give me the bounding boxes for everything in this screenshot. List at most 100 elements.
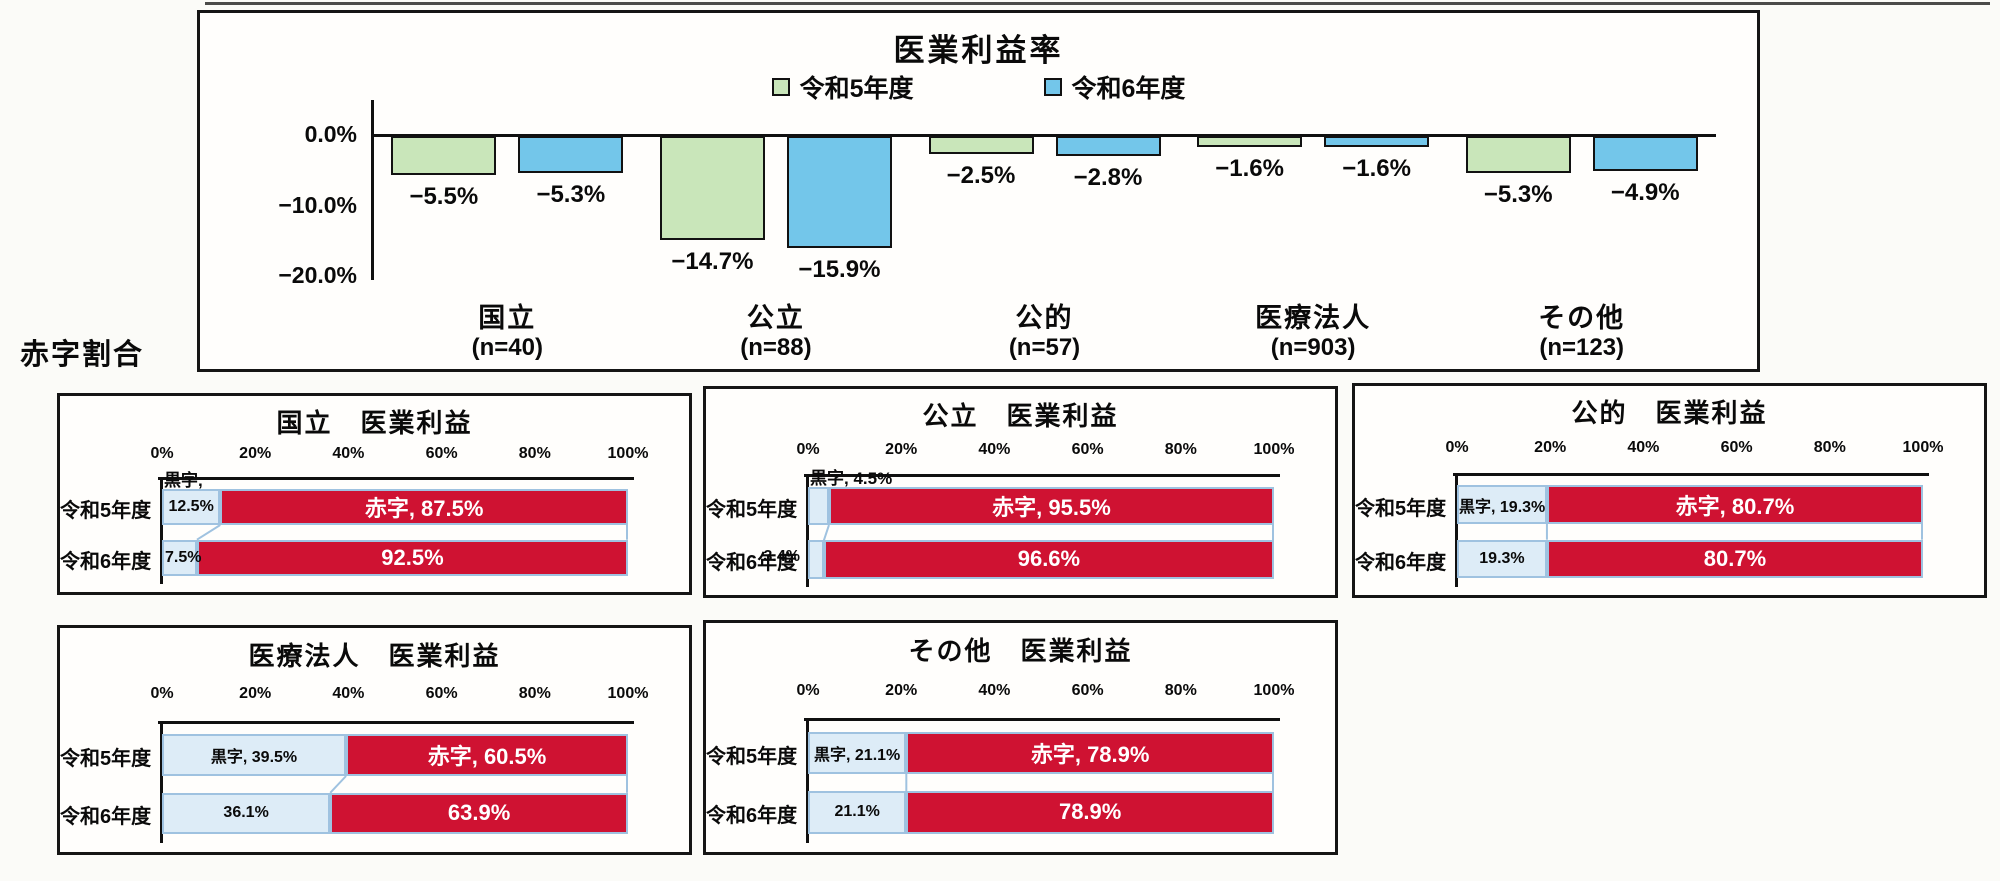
x-axis-line	[804, 474, 1280, 478]
x-axis-line	[158, 720, 634, 724]
y-axis-line	[806, 718, 809, 843]
segment-akaji: 赤字, 60.5%	[346, 734, 628, 776]
legend: 令和5年度 令和6年度	[200, 69, 1757, 105]
legend-label-reiwa6: 令和6年度	[1071, 75, 1186, 103]
x-axis-tick-label: 60%	[425, 685, 458, 703]
y-axis-line	[1455, 472, 1458, 587]
segment-kuroji	[808, 540, 824, 579]
segment-label-akaji: 96.6%	[1017, 546, 1081, 572]
category-sublabel: (n=123)	[1539, 334, 1625, 361]
bar-reiwa5	[659, 136, 765, 240]
category-sublabel: (n=40)	[471, 334, 543, 361]
segment-label-akaji: 78.9%	[1058, 799, 1122, 825]
segment-kuroji: 36.1%	[162, 792, 331, 835]
segment-label-akaji: 赤字, 60.5%	[427, 744, 547, 770]
bar-row: 96.6%	[808, 540, 1274, 579]
bar-value-label: −1.6%	[1215, 155, 1284, 183]
segment-akaji: 赤字, 78.9%	[906, 731, 1274, 775]
x-axis-tick-label: 100%	[607, 444, 649, 462]
x-axis-tick-label: 60%	[425, 444, 458, 462]
category-sublabel: (n=57)	[1008, 334, 1081, 361]
x-axis-tick-label: 20%	[1534, 438, 1567, 456]
bar-row: 赤字, 95.5%	[808, 486, 1274, 525]
x-axis-tick-label: 60%	[1071, 440, 1104, 458]
row-label: 令和6年度	[60, 551, 152, 574]
segment-akaji: 92.5%	[196, 540, 628, 577]
deficit-chart-kouteki: 公的 医業利益 0% 20% 40% 60% 80% 100% 令和5年度 黒字, 19.3% 赤…	[1352, 383, 1987, 598]
series-connector-line	[196, 524, 628, 541]
segment-kuroji: 黒字, 39.5%	[162, 734, 347, 776]
series-connector-line	[822, 524, 1274, 541]
row-label: 令和6年度	[1355, 551, 1447, 574]
x-axis-tick-label: 0%	[796, 681, 820, 699]
segment-akaji: 赤字, 95.5%	[828, 486, 1274, 525]
x-axis-tick-label: 40%	[978, 681, 1011, 699]
bar-row: 黒字, 19.3% 赤字, 80.7%	[1457, 485, 1923, 524]
category-label: 医療法人	[1255, 303, 1372, 333]
segment-kuroji	[162, 540, 197, 577]
y-axis-tick-label: −10.0%	[278, 191, 357, 218]
bar-row: 92.5% 7.5%	[162, 540, 628, 577]
bar-row: 19.3% 80.7%	[1457, 539, 1923, 579]
deficit-chart-kouritsu: 公立 医業利益 0% 20% 40% 60% 80% 100% 令和5年度 赤字, 95.5% 黒…	[703, 386, 1338, 598]
x-axis-line	[1453, 472, 1929, 476]
series-connector-line	[329, 775, 628, 794]
chart-title: 医療法人 医業利益	[248, 640, 501, 671]
chart-title: 公的 医業利益	[1571, 398, 1768, 429]
segment-kuroji: 黒字, 19.3%	[1457, 485, 1547, 524]
bar-row: 21.1% 78.9%	[808, 791, 1274, 834]
x-axis-tick-label: 100%	[1902, 438, 1944, 456]
bar-value-label: −15.9%	[798, 256, 881, 284]
chart-title: 医業利益率	[893, 33, 1064, 68]
x-axis-tick-label: 20%	[239, 685, 272, 703]
bar-row: 黒字, 21.1% 赤字, 78.9%	[808, 731, 1274, 775]
segment-label-akaji: 赤字, 87.5%	[364, 496, 484, 522]
x-axis-tick-label: 40%	[332, 444, 365, 462]
bar-reiwa5	[1465, 136, 1571, 174]
segment-kuroji: 19.3%	[1457, 539, 1547, 579]
x-axis-tick-label: 20%	[239, 444, 272, 462]
bar-reiwa6	[518, 136, 624, 174]
x-axis-tick-label: 0%	[150, 444, 174, 462]
segment-label-akaji: 赤字, 95.5%	[992, 494, 1111, 520]
bar-value-label: −5.5%	[409, 182, 479, 210]
legend-swatch-reiwa6	[1043, 78, 1062, 96]
segment-akaji: 96.6%	[823, 540, 1274, 579]
bar-reiwa6	[1592, 136, 1698, 171]
bar-row: 黒字, 39.5% 赤字, 60.5%	[162, 734, 628, 776]
bar-value-label: −4.9%	[1610, 178, 1680, 206]
y-axis-line	[160, 720, 163, 844]
row-label: 令和6年度	[706, 805, 798, 828]
category-sublabel: (n=88)	[740, 334, 812, 361]
segment-label-kuroji: 黒字, 39.5%	[210, 749, 298, 767]
x-axis-tick-label: 80%	[1164, 681, 1197, 699]
x-axis-tick-label: 20%	[885, 440, 918, 458]
row-label: 令和5年度	[1355, 497, 1447, 520]
x-axis-tick-label: 0%	[1445, 438, 1469, 456]
bar-value-label: −1.6%	[1342, 155, 1411, 183]
segment-kuroji	[808, 486, 829, 525]
legend-item-reiwa6: 令和6年度	[1043, 69, 1186, 105]
category-label: その他	[1538, 303, 1626, 333]
x-axis-tick-label: 100%	[607, 685, 649, 703]
segment-label-akaji: 赤字, 78.9%	[1030, 741, 1150, 767]
x-axis-tick-label: 60%	[1071, 681, 1104, 699]
x-axis-tick-label: 40%	[1627, 438, 1660, 456]
x-axis-tick-label: 0%	[796, 440, 820, 458]
row-label: 令和6年度	[60, 806, 152, 829]
x-axis-tick-label: 80%	[1813, 438, 1846, 456]
chart-title: 公立 医業利益	[922, 401, 1119, 432]
segment-label-kuroji-above: 黒字,	[164, 471, 203, 491]
y-axis-tick-label: −20.0%	[278, 262, 357, 288]
y-axis-line	[160, 477, 163, 585]
x-axis-tick-label: 20%	[885, 681, 918, 699]
category-label: 公立	[746, 303, 805, 333]
row-label: 令和5年度	[706, 745, 798, 768]
series-connector-line	[905, 774, 1274, 792]
bar-row: 12.5% 赤字, 87.5%	[162, 489, 628, 526]
deficit-ratio-section-label: 赤字割合	[20, 339, 145, 371]
x-axis-tick-label: 100%	[1253, 440, 1295, 458]
segment-label-kuroji-above: 黒字, 4.5%	[810, 468, 893, 488]
profit-rate-chart: 医業利益率 令和5年度 令和6年度 0.0% −10.0% −20.0% −5.5% −…	[197, 10, 1760, 372]
row-label: 令和5年度	[706, 498, 798, 521]
